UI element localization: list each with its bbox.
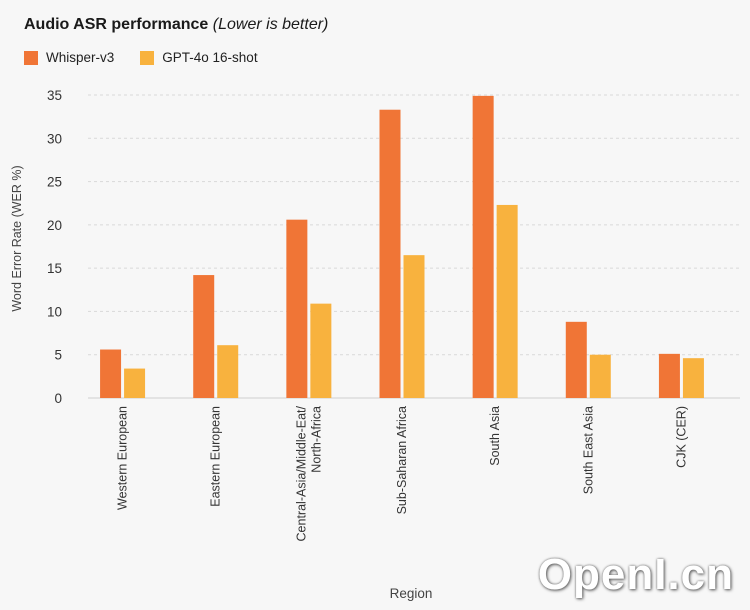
x-tick-label-line: CJK (CER) [674,406,688,468]
x-tick-label-line: Western European [116,406,130,510]
legend-label-whisper: Whisper-v3 [46,50,115,65]
x-tick-label-6: CJK (CER) [674,406,688,468]
legend-item-gpt4o: GPT-4o 16-shot [140,50,258,65]
bar-whisper-6 [658,353,680,398]
bar-gpt4o-4 [496,204,518,398]
y-tick-label-20: 20 [47,218,62,233]
y-tick-label-30: 30 [47,131,62,146]
y-tick-label-5: 5 [54,348,62,363]
bar-gpt4o-2 [310,303,332,398]
bar-gpt4o-5 [589,354,611,398]
bar-gpt4o-6 [682,358,704,398]
chart-title-main: Audio ASR performance [24,16,209,33]
bar-whisper-4 [472,95,494,398]
bar-whisper-3 [379,109,401,399]
y-tick-label-35: 35 [47,88,62,103]
y-tick-label-25: 25 [47,175,62,190]
x-tick-label-2: Central-Asia/Middle-Eat/North-Africa [294,405,323,541]
bar-whisper-0 [100,349,122,398]
bar-gpt4o-1 [217,345,239,398]
chart-title: Audio ASR performance (Lower is better) [24,16,328,34]
x-tick-label-line: South East Asia [581,406,595,494]
legend-item-whisper: Whisper-v3 [24,50,114,65]
x-tick-label-line: North-Africa [309,406,323,473]
x-tick-label-line: Central-Asia/Middle-Eat/ [294,405,308,541]
legend-swatch-gpt4o [140,50,155,65]
x-tick-label-3: Sub-Saharan Africa [395,406,409,514]
bar-whisper-2 [286,219,308,398]
x-tick-label-line: Sub-Saharan Africa [395,406,409,514]
bar-whisper-5 [565,321,587,398]
bar-gpt4o-0 [124,368,146,398]
bar-whisper-1 [193,275,215,398]
x-tick-label-line: Eastern European [209,406,223,507]
x-tick-label-0: Western European [116,406,130,510]
x-tick-label-line: South Asia [488,406,502,466]
x-tick-label-5: South East Asia [581,406,595,494]
legend-swatch-whisper [24,50,38,65]
x-tick-label-4: South Asia [488,406,502,466]
legend-label-gpt4o: GPT-4o 16-shot [162,50,258,65]
bar-gpt4o-3 [403,255,425,398]
chart-legend: Whisper-v3 GPT-4o 16-shot [24,50,258,65]
chart-subtitle: (Lower is better) [212,16,329,33]
y-tick-label-15: 15 [47,261,62,276]
y-tick-label-10: 10 [47,304,62,319]
y-axis-label: Word Error Rate (WER %) [10,165,24,311]
x-tick-label-1: Eastern European [209,406,223,507]
y-tick-label-0: 0 [54,391,62,406]
x-axis-label: Region [390,586,433,601]
watermark: OpenI.cn [537,550,734,599]
